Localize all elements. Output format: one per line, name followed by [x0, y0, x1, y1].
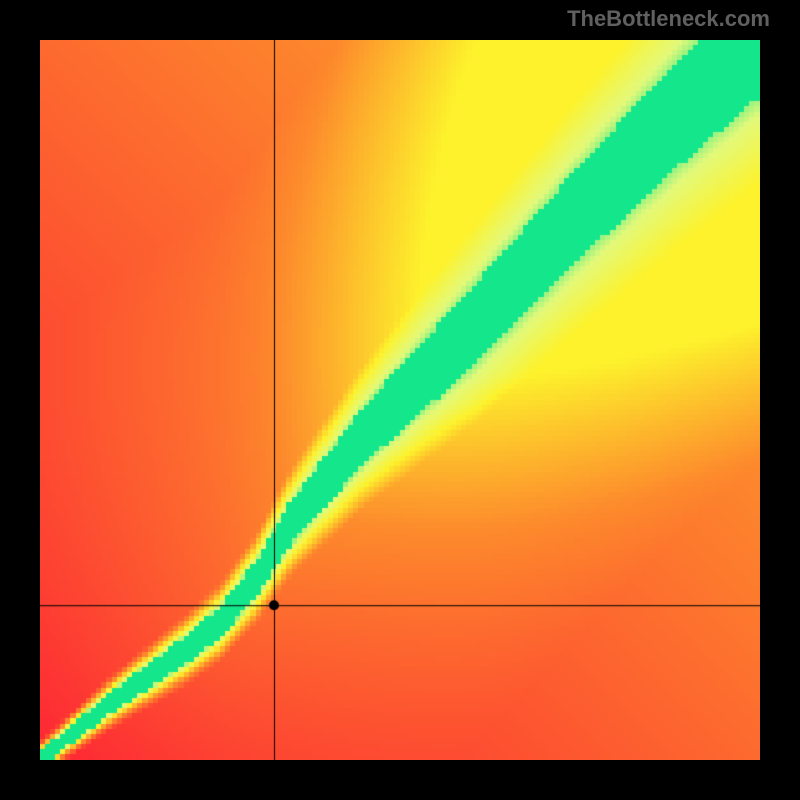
watermark-text: TheBottleneck.com — [567, 6, 770, 32]
chart-frame: TheBottleneck.com — [0, 0, 800, 800]
bottleneck-heatmap — [40, 40, 760, 760]
